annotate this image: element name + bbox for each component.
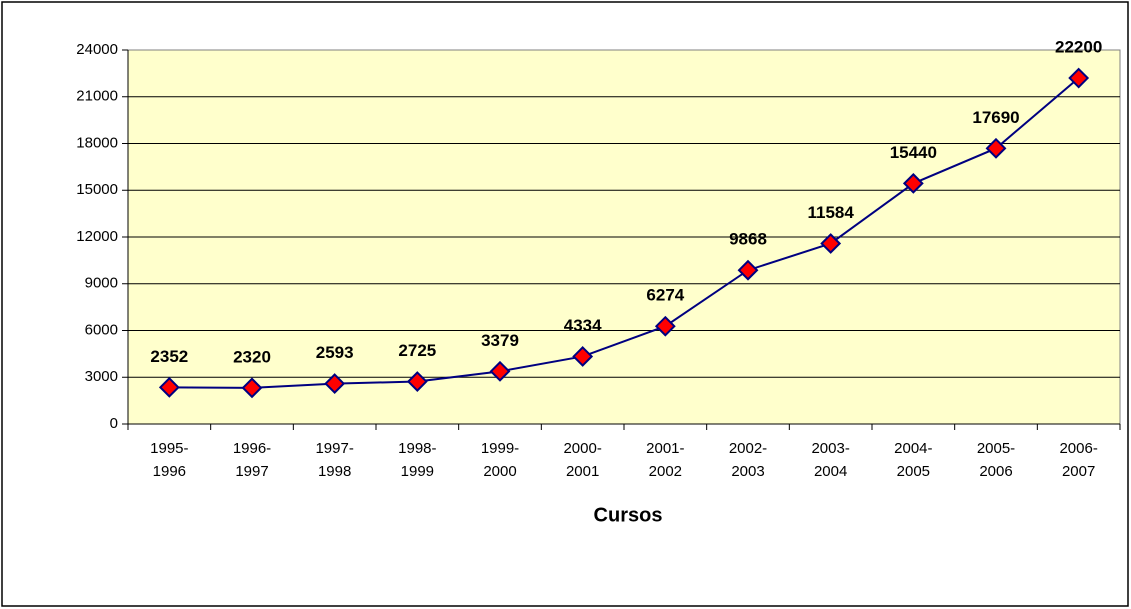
data-label: 6274 — [646, 286, 684, 305]
x-tick-label: 2004-2005 — [894, 440, 932, 480]
y-tick-label: 0 — [110, 415, 118, 432]
marker — [1068, 67, 1090, 89]
marker — [406, 371, 428, 392]
data-label: 2725 — [398, 341, 436, 360]
data-label: 2320 — [233, 347, 271, 366]
data-label: 2352 — [150, 347, 188, 366]
marker — [572, 346, 594, 367]
marker — [324, 373, 346, 395]
data-label: 17690 — [972, 108, 1019, 127]
data-label: 9868 — [729, 230, 767, 249]
y-tick-label: 3000 — [85, 368, 118, 385]
marker — [654, 315, 676, 337]
x-axis-title: Cursos — [594, 504, 663, 526]
y-tick-label: 9000 — [85, 275, 118, 292]
data-label: 11584 — [807, 203, 854, 222]
x-tick-label: 2006-2007 — [1059, 440, 1097, 480]
marker — [241, 377, 263, 399]
marker — [489, 360, 511, 382]
y-tick-label: 24000 — [76, 41, 118, 58]
x-tick-label: 2002-2003 — [729, 440, 767, 480]
y-tick-label: 18000 — [76, 134, 118, 151]
x-tick-label: 2001-2002 — [646, 440, 684, 480]
marker — [902, 172, 924, 194]
data-label: 3379 — [481, 331, 519, 350]
y-tick-label: 6000 — [85, 321, 118, 338]
x-tick-label: 1996-1997 — [233, 440, 271, 480]
data-label: 2593 — [316, 343, 354, 362]
x-tick-label: 1995-1996 — [150, 440, 188, 480]
x-tick-label: 2003-2004 — [811, 440, 849, 480]
marker — [820, 233, 842, 254]
x-tick-label: 1999-2000 — [481, 440, 519, 480]
x-tick-label: 2005-2006 — [977, 440, 1015, 480]
x-tick-label: 2000-2001 — [563, 440, 601, 480]
y-tick-label: 21000 — [76, 88, 118, 105]
marker — [985, 137, 1007, 159]
y-tick-label: 12000 — [76, 228, 118, 245]
data-label: 22200 — [1055, 38, 1102, 57]
marker — [158, 376, 180, 398]
line — [169, 77, 1080, 389]
data-label: 15440 — [890, 143, 937, 162]
data-label: 4334 — [564, 316, 602, 335]
y-tick-label: 15000 — [76, 181, 118, 198]
x-tick-label: 1998-1999 — [398, 440, 436, 480]
x-tick-label: 1997-1998 — [315, 440, 353, 480]
marker — [737, 259, 759, 281]
